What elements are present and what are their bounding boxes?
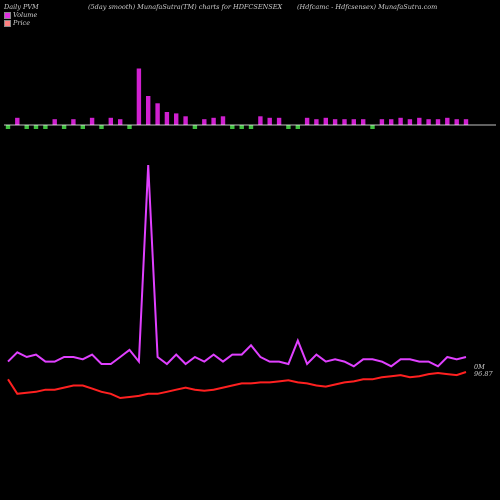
- volume-bar: [183, 116, 188, 125]
- volume-line: [7, 164, 467, 368]
- volume-bar: [342, 119, 347, 125]
- volume-bar: [248, 125, 254, 129]
- volume-bar: [89, 117, 95, 126]
- volume-bar: [463, 119, 469, 125]
- volume-bar: [5, 125, 11, 129]
- volume-bar: [174, 113, 179, 125]
- price-value-label: 96.87: [474, 370, 493, 378]
- volume-bar: [379, 119, 385, 125]
- volume-bar: [314, 119, 319, 125]
- volume-bar: [80, 125, 85, 129]
- volume-bar: [164, 112, 170, 126]
- volume-bar: [202, 119, 207, 125]
- volume-bar: [136, 68, 142, 125]
- legend-volume-label: Volume: [13, 11, 38, 19]
- volume-bar: [295, 125, 300, 129]
- volume-value-label: 0M: [474, 363, 485, 371]
- legend-price-swatch: [4, 19, 11, 27]
- volume-bar: [398, 117, 403, 126]
- volume-bar: [239, 125, 244, 129]
- volume-bar: [43, 125, 48, 129]
- volume-bar: [332, 119, 338, 125]
- volume-bar: [211, 117, 216, 126]
- volume-bar: [33, 125, 39, 129]
- price-line: [7, 371, 467, 400]
- volume-bar: [361, 119, 366, 125]
- volume-bar: [258, 116, 263, 125]
- volume-bar: [52, 119, 57, 125]
- volume-bars-group: [5, 68, 469, 129]
- volume-bar: [118, 119, 123, 125]
- volume-bar: [323, 117, 328, 126]
- volume-bar: [426, 119, 431, 125]
- volume-bar: [370, 125, 375, 129]
- header-left: Daily PVM: [4, 3, 39, 11]
- volume-bar: [389, 119, 394, 125]
- volume-bar: [71, 119, 76, 125]
- volume-bar: [146, 96, 151, 125]
- volume-bar: [192, 125, 198, 129]
- volume-bar: [155, 103, 160, 126]
- header-right: (Hdfcamc - Hdfcsensex) MunafaSutra.com: [297, 3, 438, 11]
- legend-price: Price: [4, 19, 30, 27]
- volume-bar: [127, 125, 132, 129]
- legend-volume: Volume: [4, 11, 37, 19]
- volume-bar: [417, 117, 422, 126]
- volume-bar: [304, 117, 310, 126]
- volume-bar: [286, 125, 291, 129]
- volume-bar: [445, 117, 450, 126]
- volume-bar: [407, 119, 413, 125]
- volume-bar: [61, 125, 67, 129]
- volume-bar: [351, 119, 356, 125]
- header-title: (5day smooth) MunafaSutra(TM) charts for…: [88, 3, 283, 11]
- volume-bar: [435, 119, 441, 125]
- legend-price-label: Price: [13, 19, 31, 27]
- volume-bar: [267, 117, 272, 126]
- volume-bar: [108, 117, 113, 126]
- volume-bar: [454, 119, 459, 125]
- volume-bar: [220, 116, 226, 125]
- legend-volume-swatch: [4, 11, 11, 19]
- volume-bar: [230, 125, 235, 129]
- volume-bar: [276, 117, 282, 126]
- volume-bar: [24, 125, 29, 129]
- volume-bar: [99, 125, 104, 129]
- volume-bar: [15, 117, 20, 126]
